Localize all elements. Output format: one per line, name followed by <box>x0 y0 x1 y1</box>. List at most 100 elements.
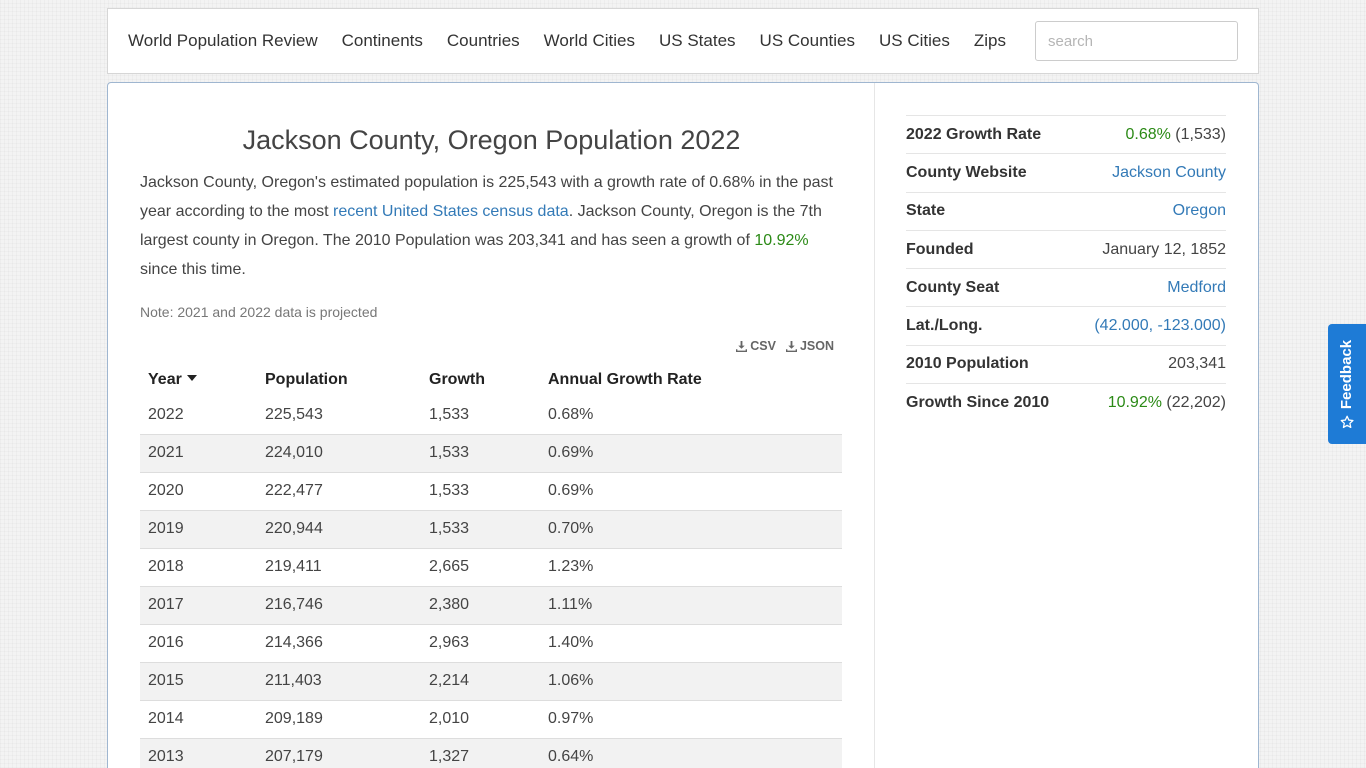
intro-text-2: . Jackson County, Oregon is the 7th larg… <box>140 203 822 249</box>
population-table: Year Population Growth Annual Growth Rat… <box>140 356 842 768</box>
year-header-label: Year <box>148 371 182 388</box>
table-row: 2021 224,010 1,533 0.69% <box>140 433 842 472</box>
growth-cell: 1,327 <box>421 737 540 768</box>
growth-rate-cell: 1.11% <box>540 585 842 624</box>
feedback-label: Feedback <box>1338 339 1356 409</box>
fact-value: January 12, 1852 <box>1072 229 1226 269</box>
fact-row-growth-rate: 2022 Growth Rate 0.68% (1,533) <box>906 114 1226 154</box>
growth-rate-cell: 1.06% <box>540 661 842 700</box>
json-label: JSON <box>799 339 834 353</box>
growth-since-2010-pct: 10.92% <box>1107 393 1162 411</box>
nav-link-zips[interactable]: Zips <box>973 31 1006 50</box>
nav-link-world-cities[interactable]: World Cities <box>543 31 635 50</box>
star-icon <box>1340 415 1354 428</box>
fact-row-founded: Founded January 12, 1852 <box>906 229 1226 269</box>
year-column-header[interactable]: Year <box>140 356 257 396</box>
json-download-button[interactable]: JSON <box>785 339 834 353</box>
county-seat-link[interactable]: Medford <box>1167 278 1226 296</box>
census-data-link[interactable]: recent United States census data <box>332 203 569 220</box>
fact-label: State <box>906 191 1073 231</box>
growth-cell: 2,665 <box>421 547 540 586</box>
growth-column-header[interactable]: Growth <box>429 371 485 388</box>
growth-since-2010-abs: (22,202) <box>1166 393 1226 411</box>
year-cell: 2019 <box>140 509 257 548</box>
nav-link-home[interactable]: World Population Review <box>128 31 318 50</box>
fact-label: Founded <box>906 229 1073 269</box>
nav-links: World Population Review Continents Count… <box>108 31 1030 51</box>
fact-label: Lat./Long. <box>906 306 1073 346</box>
year-cell: 2015 <box>140 661 257 700</box>
population-column-header[interactable]: Population <box>265 371 348 388</box>
population-cell: 216,746 <box>257 585 421 624</box>
fact-row-website: County Website Jackson County <box>906 153 1226 193</box>
intro-paragraph: Jackson County, Oregon's estimated popul… <box>140 168 840 284</box>
fact-value: 0.68% (1,533) <box>1072 114 1226 154</box>
fact-row-county-seat: County Seat Medford <box>906 268 1226 307</box>
table-row: 2020 222,477 1,533 0.69% <box>140 471 842 510</box>
nav-link-us-cities[interactable]: US Cities <box>878 31 950 50</box>
year-cell: 2013 <box>140 737 257 768</box>
growth-rate-cell: 1.23% <box>540 547 842 586</box>
fact-label: 2022 Growth Rate <box>906 114 1073 154</box>
main-content: Jackson County, Oregon Population 2022 J… <box>108 83 875 768</box>
county-facts-table: 2022 Growth Rate 0.68% (1,533) County We… <box>906 114 1226 422</box>
growth-rate-cell: 0.69% <box>540 471 842 510</box>
csv-label: CSV <box>750 339 776 353</box>
fact-row-growth-since-2010: Growth Since 2010 10.92% (22,202) <box>906 383 1226 422</box>
nav-link-countries[interactable]: Countries <box>446 31 520 50</box>
fact-value: Medford <box>1072 268 1226 307</box>
content-card: Jackson County, Oregon Population 2022 J… <box>107 82 1259 768</box>
year-cell: 2018 <box>140 547 257 586</box>
csv-download-button[interactable]: CSV <box>736 339 776 353</box>
feedback-content: Feedback <box>1339 339 1356 428</box>
download-icon <box>736 340 748 352</box>
population-cell: 220,944 <box>257 509 421 548</box>
population-cell: 224,010 <box>257 433 421 472</box>
population-cell: 207,179 <box>257 737 421 768</box>
fact-value: (42.000, -123.000) <box>1072 306 1226 346</box>
population-cell: 209,189 <box>257 699 421 738</box>
nav-link-continents[interactable]: Continents <box>341 31 423 50</box>
growth-rate-cell: 0.68% <box>548 405 594 423</box>
table-row: 2015 211,403 2,214 1.06% <box>140 661 842 700</box>
fact-label: Growth Since 2010 <box>906 383 1073 422</box>
population-cell: 222,477 <box>257 471 421 510</box>
table-row: 2016 214,366 2,963 1.40% <box>140 623 842 662</box>
download-links: CSV JSON <box>736 339 834 353</box>
growth-cell: 1,533 <box>421 509 540 548</box>
state-link[interactable]: Oregon <box>1172 202 1226 220</box>
year-cell: 2016 <box>140 623 257 662</box>
table-row: 2022 225,543 1,533 0.68% <box>140 396 842 434</box>
top-navbar: World Population Review Continents Count… <box>107 8 1259 74</box>
growth-rate-cell: 1.40% <box>540 623 842 662</box>
growth-rate-pct: 0.68% <box>1125 125 1171 143</box>
year-cell: 2020 <box>140 471 257 510</box>
growth-rate-column-header[interactable]: Annual Growth Rate <box>548 371 702 388</box>
growth-cell: 2,214 <box>421 661 540 700</box>
table-row: 2013 207,179 1,327 0.64% <box>140 737 842 768</box>
intro-text-1: Jackson County, Oregon's estimated popul… <box>140 174 833 220</box>
fact-label: County Website <box>906 153 1073 193</box>
latlong-link[interactable]: (42.000, -123.000) <box>1094 317 1226 335</box>
page-title: Jackson County, Oregon Population 2022 <box>242 125 741 155</box>
nav-link-us-states[interactable]: US States <box>659 31 736 50</box>
population-cell: 219,411 <box>257 547 421 586</box>
table-row: 2019 220,944 1,533 0.70% <box>140 509 842 548</box>
intro-text-3: since this time. <box>140 261 246 278</box>
growth-rate-cell: 0.97% <box>540 699 842 738</box>
nav-link-us-counties[interactable]: US Counties <box>759 31 855 50</box>
year-cell: 2017 <box>140 585 257 624</box>
search-input[interactable] <box>1035 21 1238 61</box>
feedback-button[interactable]: Feedback <box>1328 324 1366 444</box>
population-cell: 225,543 <box>265 405 323 423</box>
growth-cell: 1,533 <box>421 471 540 510</box>
county-website-link[interactable]: Jackson County <box>1112 163 1226 181</box>
growth-cell: 2,380 <box>421 585 540 624</box>
projection-note: Note: 2021 and 2022 data is projected <box>140 304 378 320</box>
year-cell: 2014 <box>140 699 257 738</box>
fact-value: Jackson County <box>1072 153 1226 193</box>
table-row: 2014 209,189 2,010 0.97% <box>140 699 842 738</box>
table-header-row: Year Population Growth Annual Growth Rat… <box>140 356 842 396</box>
growth-rate-cell: 0.70% <box>540 509 842 548</box>
growth-rate-abs: (1,533) <box>1175 125 1226 143</box>
